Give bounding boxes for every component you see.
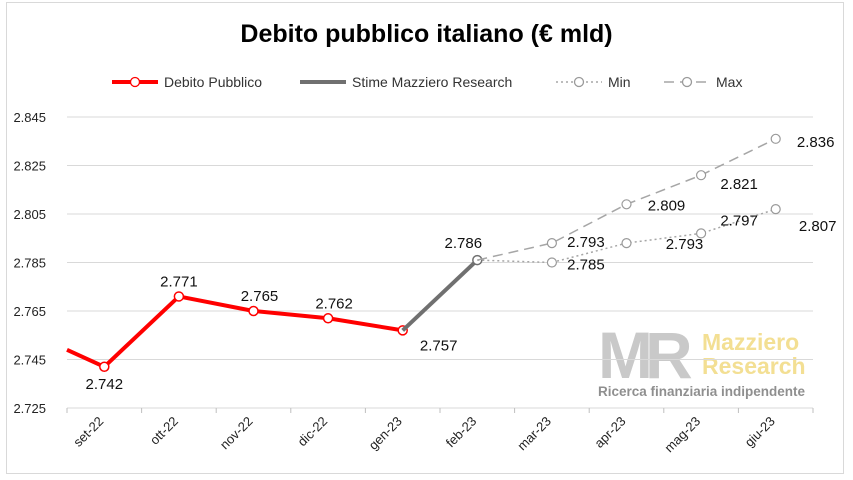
data-label: 2.771 bbox=[160, 273, 198, 290]
data-point bbox=[322, 313, 334, 324]
data-label: 2.757 bbox=[420, 337, 458, 354]
data-label: 2.762 bbox=[315, 295, 353, 312]
data-label: 2.793 bbox=[567, 234, 605, 251]
data-label: 2.807 bbox=[799, 218, 837, 235]
data-label: 2.809 bbox=[648, 197, 686, 214]
y-tick-label: 2.745 bbox=[13, 353, 46, 368]
watermark-name-line2: Research bbox=[702, 353, 806, 379]
legend-label: Min bbox=[608, 74, 631, 90]
data-label: 2.797 bbox=[720, 212, 758, 229]
x-tick-label: mag-23 bbox=[661, 414, 703, 456]
x-tick-label: gen-23 bbox=[366, 414, 405, 453]
x-tick-label: feb-23 bbox=[443, 414, 480, 451]
data-label: 2.836 bbox=[797, 134, 835, 151]
mazziero-research-watermark: MR Mazziero Research Ricerca finanziaria… bbox=[598, 322, 820, 404]
x-tick-label: set-22 bbox=[70, 414, 106, 450]
data-label: 2.785 bbox=[567, 257, 605, 274]
data-point bbox=[173, 291, 185, 302]
data-point bbox=[770, 133, 781, 144]
watermark-logo: MR bbox=[598, 318, 693, 392]
x-tick-label: apr-23 bbox=[591, 414, 628, 451]
legend-label: Debito Pubblico bbox=[164, 74, 262, 90]
x-tick-label: ott-22 bbox=[147, 414, 181, 448]
legend-marker bbox=[129, 76, 141, 88]
y-tick-label: 2.805 bbox=[13, 207, 46, 222]
chart-title: Debito pubblico italiano (€ mld) bbox=[240, 20, 613, 48]
data-point bbox=[770, 204, 781, 215]
data-point bbox=[621, 199, 632, 210]
data-label: 2.821 bbox=[720, 176, 758, 193]
chart-frame bbox=[6, 2, 844, 474]
series-line-debito-pubblico bbox=[66, 294, 404, 369]
legend-label: Stime Mazziero Research bbox=[352, 74, 512, 90]
data-point bbox=[546, 238, 558, 249]
data-point bbox=[546, 257, 558, 268]
legend-label: Max bbox=[716, 74, 742, 90]
data-point bbox=[99, 361, 110, 373]
y-tick-label: 2.725 bbox=[13, 401, 46, 416]
data-point bbox=[621, 238, 632, 249]
x-tick-label: nov-22 bbox=[217, 414, 256, 453]
data-label: 2.793 bbox=[666, 236, 704, 253]
legend-marker bbox=[681, 76, 693, 88]
x-tick-label: mar-23 bbox=[514, 414, 554, 454]
data-point bbox=[695, 228, 707, 239]
data-label: 2.786 bbox=[445, 235, 483, 252]
y-tick-label: 2.765 bbox=[13, 304, 46, 319]
data-point bbox=[695, 170, 707, 181]
x-tick-label: dic-22 bbox=[295, 414, 331, 450]
series-line-stime-mazziero-research bbox=[401, 258, 479, 332]
data-label: 2.742 bbox=[86, 376, 124, 393]
data-label: 2.765 bbox=[241, 288, 279, 305]
watermark-name-line1: Mazziero bbox=[702, 329, 800, 355]
y-tick-label: 2.785 bbox=[13, 256, 46, 271]
data-point bbox=[248, 305, 259, 317]
x-tick-label: giu-23 bbox=[742, 414, 778, 450]
y-tick-label: 2.845 bbox=[13, 110, 46, 125]
y-tick-label: 2.825 bbox=[13, 159, 46, 174]
legend-marker bbox=[573, 76, 585, 88]
watermark-tagline: Ricerca finanziaria indipendente bbox=[598, 384, 806, 399]
